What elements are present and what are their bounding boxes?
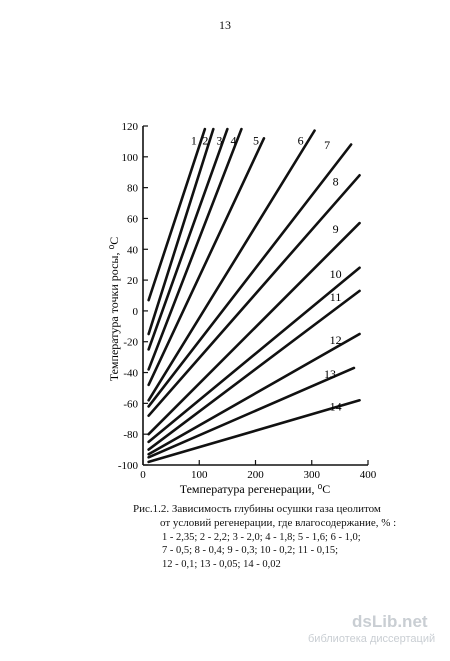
y-tick-label: 40 — [127, 244, 139, 256]
x-tick-label: 300 — [304, 469, 321, 481]
y-tick-label: 120 — [122, 121, 139, 133]
figure-caption: Рис.1.2. Зависимость глубины осушки газа… — [133, 502, 433, 530]
watermark-logo: dsLib.net — [352, 612, 428, 631]
x-tick-label: 100 — [191, 469, 208, 481]
y-tick-label: 0 — [133, 306, 139, 318]
series-line-1 — [147, 127, 207, 302]
legend-text: 1 - 2,35; 2 - 2,2; 3 - 2,0; 4 - 1,8; 5 -… — [162, 531, 432, 571]
y-axis-label: Температура точки росы, ⁰С — [107, 237, 121, 382]
y-tick-label: -100 — [118, 460, 139, 472]
series-line-3 — [147, 127, 229, 351]
y-tick-label: -60 — [123, 398, 138, 410]
series-label-9: 9 — [333, 222, 339, 236]
series-label-2: 2 — [202, 133, 208, 147]
series-line-14 — [147, 398, 361, 464]
x-tick-label: 400 — [360, 469, 377, 481]
series-line-10 — [147, 266, 361, 444]
watermark: dsLib.net библиотека диссертаций — [308, 612, 447, 645]
series-line-11 — [147, 289, 361, 451]
series-label-13: 13 — [324, 367, 336, 381]
series-label-8: 8 — [333, 174, 339, 188]
series-label-3: 3 — [216, 133, 222, 147]
caption-line-1: Рис.1.2. Зависимость глубины осушки газа… — [133, 503, 381, 515]
x-axis-label: Температура регенерации, ⁰С — [180, 482, 331, 496]
series-line-2 — [147, 127, 215, 336]
series-line-7 — [147, 143, 353, 408]
y-tick-label: -40 — [123, 368, 138, 380]
series-label-14: 14 — [330, 399, 342, 413]
y-tick-label: -20 — [123, 337, 138, 349]
chart-lines — [147, 127, 361, 464]
legend-line-3: 12 - 0,1; 13 - 0,05; 14 - 0,02 — [162, 558, 281, 570]
page-number: 13 — [219, 18, 231, 32]
series-label-4: 4 — [230, 133, 236, 147]
series-line-12 — [147, 332, 361, 456]
y-tick-label: 100 — [122, 152, 139, 164]
series-label-6: 6 — [298, 133, 304, 147]
series-line-9 — [147, 221, 361, 436]
y-tick-label: -80 — [123, 429, 138, 441]
y-tick-label: 80 — [127, 183, 139, 195]
x-tick-label: 200 — [247, 469, 264, 481]
series-label-11: 11 — [330, 290, 342, 304]
series-label-10: 10 — [330, 267, 342, 281]
series-label-7: 7 — [324, 138, 330, 152]
y-tick-label: 60 — [127, 213, 139, 225]
watermark-subtitle: библиотека диссертаций — [308, 633, 436, 645]
caption-line-2: от условий регенерации, где влагосодержа… — [160, 517, 397, 529]
legend-line-1: 1 - 2,35; 2 - 2,2; 3 - 2,0; 4 - 1,8; 5 -… — [162, 532, 361, 543]
chart-ticks: -100 -80 -60 -40 -20 0 20 40 60 80 100 120 0 100 200 30… — [118, 121, 377, 481]
series-line-8 — [147, 174, 361, 417]
y-tick-label: 20 — [127, 275, 139, 287]
series-line-13 — [147, 366, 356, 459]
series-label-5: 5 — [253, 133, 259, 147]
series-line-4 — [147, 127, 243, 371]
series-label-12: 12 — [330, 333, 342, 347]
legend-line-2: 7 - 0,5; 8 - 0,4; 9 - 0,3; 10 - 0,2; 11 … — [162, 545, 339, 557]
x-tick-label: 0 — [140, 469, 146, 481]
series-label-1: 1 — [191, 133, 197, 147]
series-line-5 — [147, 137, 266, 387]
series-line-6 — [147, 129, 316, 402]
